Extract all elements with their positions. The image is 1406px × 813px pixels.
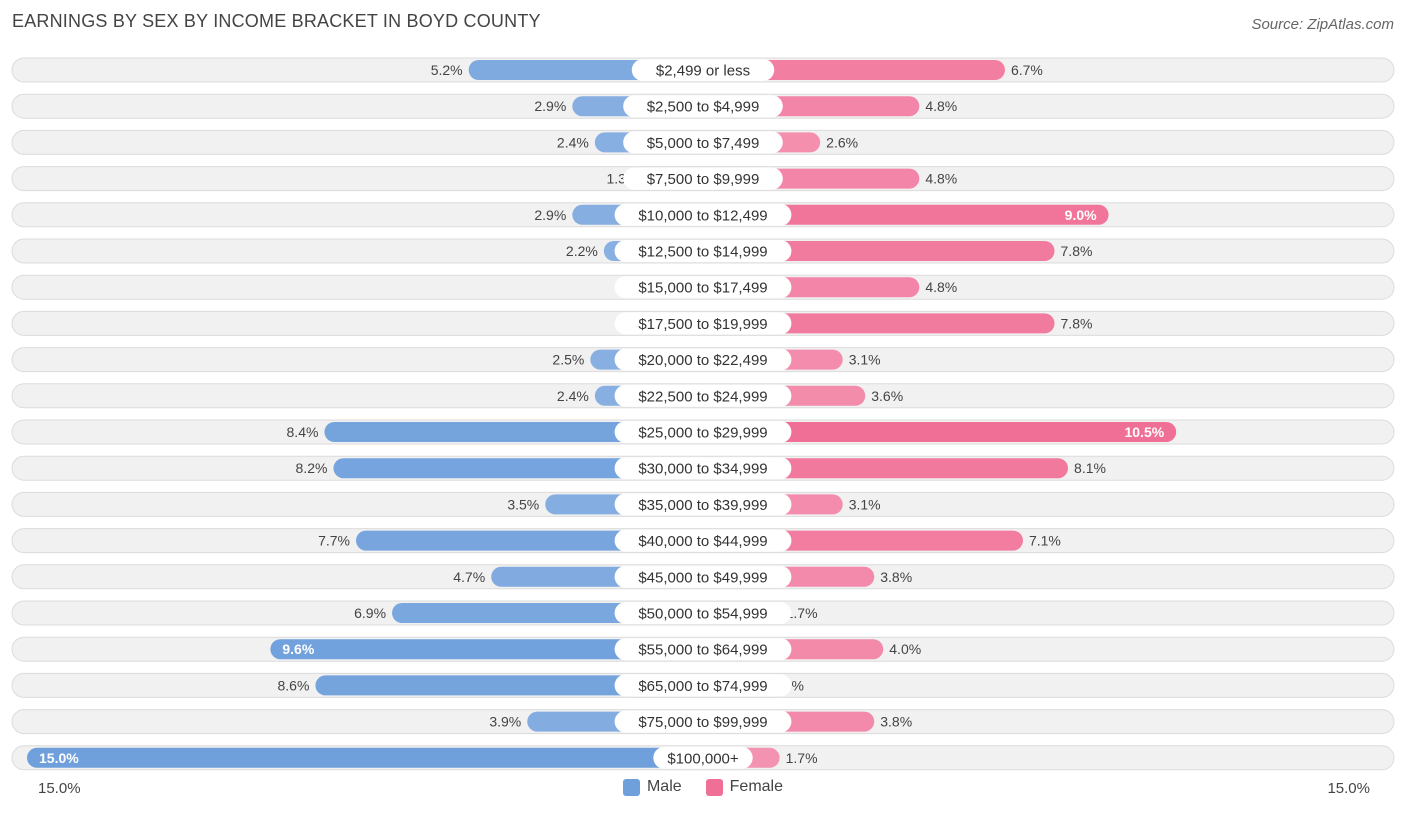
category-label: $40,000 to $44,999 [638,533,767,550]
value-label-female: 6.7% [1011,62,1043,78]
value-label-female: 3.1% [849,352,881,368]
value-label-male: 8.6% [278,677,310,693]
category-label: $30,000 to $34,999 [638,461,767,478]
value-label-male: 2.9% [534,207,566,223]
legend-item-female[interactable]: Female [706,778,783,796]
value-label-female: 7.8% [1061,315,1093,331]
value-label-male: 5.2% [431,62,463,78]
value-label-female: 8.1% [1074,460,1106,476]
category-label: $10,000 to $12,499 [638,207,767,224]
value-label-female: 4.8% [925,279,957,295]
value-label-female: 4.8% [925,98,957,114]
category-label: $7,500 to $9,999 [647,171,760,188]
category-label: $100,000+ [667,750,739,767]
value-label-female: 7.8% [1061,243,1093,259]
category-label: $50,000 to $54,999 [638,606,767,623]
value-label-female: 2.6% [826,134,858,150]
value-label-male: 6.9% [354,605,386,621]
value-label-male: 9.6% [282,641,314,657]
value-label-male: 8.2% [296,460,328,476]
bar-male [27,748,703,768]
value-label-female: 4.8% [925,171,957,187]
legend-label-male: Male [647,778,682,796]
value-label-female: 4.0% [889,641,921,657]
value-label-male: 3.9% [489,714,521,730]
value-label-male: 2.2% [566,243,598,259]
legend-swatch-female [706,779,723,796]
value-label-male: 2.4% [557,388,589,404]
chart-canvas: 5.2% 6.7% $2,499 or less 2.9% 4.8% $2,500 to … [0,0,1406,813]
category-label: $15,000 to $17,499 [638,280,767,297]
value-label-male: 3.5% [507,496,539,512]
value-label-male: 2.4% [557,134,589,150]
category-label: $22,500 to $24,999 [638,388,767,405]
value-label-male: 2.9% [534,98,566,114]
legend-item-male[interactable]: Male [623,778,682,796]
value-label-female: 1.7% [786,750,818,766]
category-label: $17,500 to $19,999 [638,316,767,333]
category-label: $5,000 to $7,499 [647,135,760,152]
category-label: $20,000 to $22,499 [638,352,767,369]
category-label: $2,500 to $4,999 [647,99,760,116]
value-label-female: 3.8% [880,714,912,730]
category-label: $75,000 to $99,999 [638,714,767,731]
value-label-male: 7.7% [318,533,350,549]
category-label: $12,500 to $14,999 [638,244,767,261]
value-label-female: 3.8% [880,569,912,585]
value-label-female: 3.1% [849,496,881,512]
value-label-male: 4.7% [453,569,485,585]
legend-label-female: Female [730,778,783,796]
value-label-male: 8.4% [287,424,319,440]
legend: Male Female [0,778,1406,796]
category-label: $65,000 to $74,999 [638,678,767,695]
value-label-female: 10.5% [1124,424,1164,440]
value-label-male: 2.5% [552,352,584,368]
category-label: $55,000 to $64,999 [638,642,767,659]
value-label-male: 15.0% [39,750,79,766]
category-label: $45,000 to $49,999 [638,569,767,586]
category-label: $35,000 to $39,999 [638,497,767,514]
value-label-female: 9.0% [1065,207,1097,223]
value-label-female: 3.6% [871,388,903,404]
value-label-female: 7.1% [1029,533,1061,549]
category-label: $2,499 or less [656,63,750,80]
legend-swatch-male [623,779,640,796]
category-label: $25,000 to $29,999 [638,425,767,442]
